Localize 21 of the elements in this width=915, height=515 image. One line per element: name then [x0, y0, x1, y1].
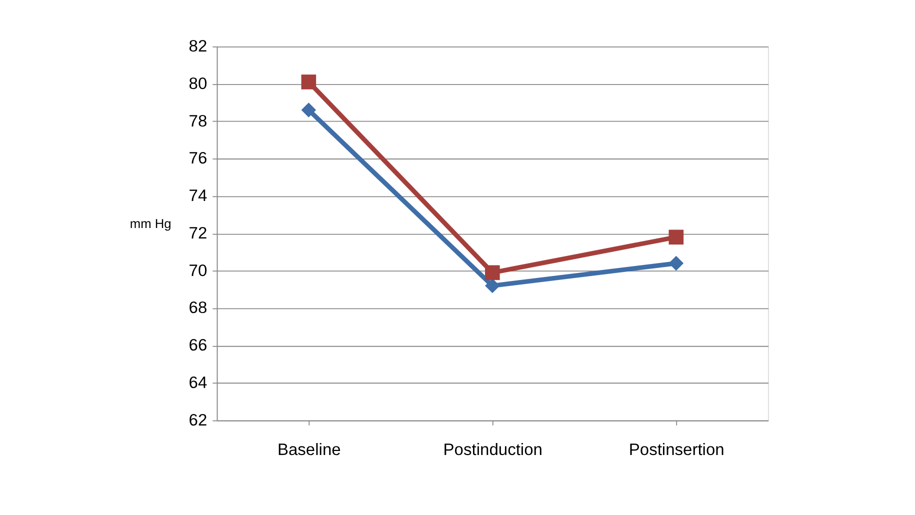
y-tick-label: 78: [188, 111, 208, 130]
y-tick-label: 74: [188, 186, 208, 206]
point: [485, 265, 500, 280]
point: [668, 256, 684, 271]
y-tick-label: 80: [188, 74, 208, 93]
y-axis-title: mm Hg: [130, 216, 172, 231]
y-tick-label: 72: [188, 223, 208, 242]
y-tick-label: 82: [188, 36, 208, 56]
point: [485, 278, 500, 294]
y-tick-label: 70: [188, 260, 208, 280]
point: [301, 102, 316, 118]
y-tick-label: 64: [188, 373, 208, 392]
y-tick-label: 76: [188, 148, 208, 168]
y-tick-label: 66: [188, 336, 208, 355]
y-tick-label: 68: [188, 298, 208, 318]
point: [668, 230, 684, 245]
x-tick-label: Postinduction: [443, 440, 542, 459]
x-tick-label: Baseline: [277, 440, 341, 459]
x-tick-label: Postinsertion: [628, 440, 724, 459]
y-tick-label: 62: [188, 410, 208, 430]
point: [301, 74, 316, 90]
